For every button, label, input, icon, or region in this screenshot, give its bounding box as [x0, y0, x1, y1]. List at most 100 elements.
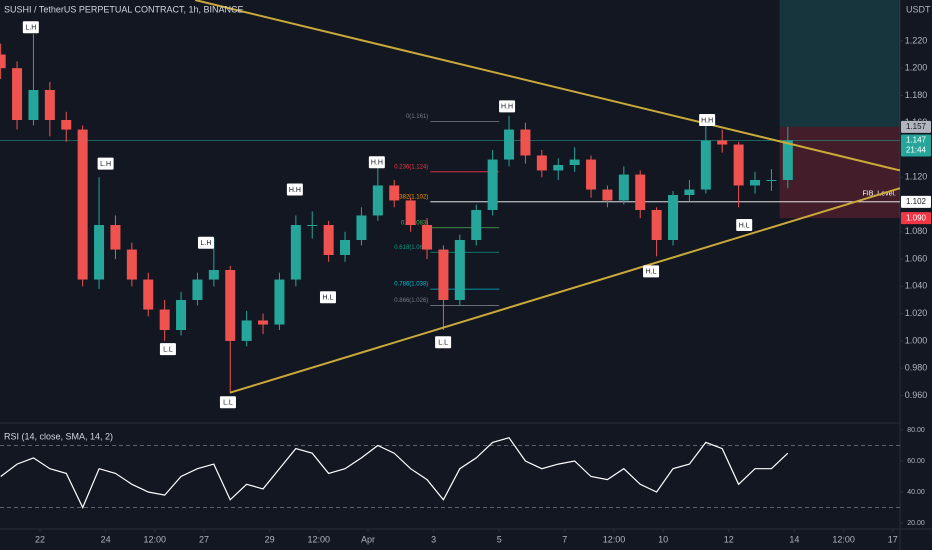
annotation-box — [219, 396, 236, 409]
candle-body — [290, 225, 301, 280]
y-tick-label: 1.020 — [905, 308, 928, 318]
trendline — [194, 0, 901, 172]
candle-body — [553, 165, 564, 171]
candle-body — [668, 195, 679, 240]
x-tick-label: 22 — [35, 534, 45, 544]
chart-title: SUSHI / TetherUS PERPETUAL CONTRACT, 1h,… — [4, 4, 244, 14]
candle-body — [28, 90, 39, 120]
position-stop-zone — [779, 126, 900, 219]
candle-body — [504, 129, 515, 160]
annotation: H.H — [701, 117, 713, 124]
candle-body — [372, 185, 383, 216]
candle-body — [602, 189, 613, 201]
candle-body — [422, 225, 433, 250]
candle-body — [733, 144, 744, 186]
candle-body — [159, 309, 170, 330]
candle-body — [110, 225, 121, 250]
rsi-tick-label: 40.00 — [907, 489, 925, 496]
candle-body — [389, 185, 400, 201]
annotation: H.H — [371, 160, 383, 167]
annotation-box — [368, 156, 385, 169]
rsi-tick-label: 20.00 — [907, 520, 925, 527]
annotation: H.H — [289, 187, 301, 194]
y-tick-label: 0.960 — [905, 390, 928, 400]
axis-unit: USDT — [906, 4, 931, 14]
annotation: L.L — [438, 340, 448, 347]
annotation-box — [319, 291, 336, 304]
candle-body — [94, 225, 105, 280]
annotation-box — [435, 336, 452, 349]
annotation-box — [736, 219, 753, 231]
candle-body — [454, 240, 465, 300]
price-tag-label: 1.147 — [906, 136, 927, 145]
candle-body — [258, 320, 269, 325]
annotation: L.L — [223, 400, 233, 407]
x-tick-label: 29 — [265, 534, 275, 544]
candle-body — [405, 200, 416, 225]
x-tick-label: Apr — [361, 534, 375, 544]
x-tick-label: 27 — [199, 534, 209, 544]
candle-body — [12, 68, 23, 120]
price-tag — [901, 195, 931, 208]
y-tick-label: 1.120 — [905, 172, 928, 182]
candle-body — [143, 279, 154, 310]
annotation: H.L — [739, 222, 750, 229]
candle-body — [438, 249, 449, 300]
annotation-box — [97, 157, 114, 170]
candle-body — [536, 155, 547, 171]
fib-label: 0.382(1.102) — [394, 194, 428, 200]
candle-body — [192, 279, 203, 300]
price-tag — [901, 134, 931, 157]
y-tick-label: 1.060 — [905, 253, 928, 263]
rsi-tick-label: 80.00 — [907, 427, 925, 434]
candle-body — [126, 249, 137, 280]
candle-body — [61, 120, 72, 130]
annotation: L.H — [100, 161, 111, 168]
x-tick-label: 5 — [497, 534, 502, 544]
annotation: L.L — [163, 346, 173, 353]
candle-body — [766, 180, 777, 181]
x-tick-label: 17 — [888, 534, 898, 544]
annotation: H.L — [646, 269, 657, 276]
price-tag-label: 1.102 — [906, 197, 927, 206]
candle-body — [176, 300, 187, 330]
x-tick-label: 12:00 — [832, 534, 855, 544]
y-tick-label: 1.200 — [905, 63, 928, 73]
x-tick-label: 3 — [431, 534, 436, 544]
x-tick-label: 12:00 — [603, 534, 626, 544]
annotation-box — [286, 183, 303, 196]
y-tick-label: 1.080 — [905, 226, 928, 236]
x-tick-label: 12:00 — [144, 534, 167, 544]
fib-label: 0.618(1.065) — [394, 245, 428, 251]
position-target-zone — [779, 0, 900, 127]
candle-body — [684, 189, 695, 195]
candle-body — [569, 159, 580, 165]
x-tick-label: 7 — [562, 534, 567, 544]
candle-body — [208, 270, 219, 280]
price-tag-sublabel: 21:44 — [906, 146, 927, 155]
annotation: H.L — [323, 295, 334, 302]
fib-label: 0.786(1.038) — [394, 282, 428, 288]
candle-body — [44, 90, 55, 120]
fib-label: 0.236(1.124) — [394, 164, 428, 170]
candle-body — [77, 129, 88, 280]
annotation-box — [643, 265, 660, 278]
y-tick-label: 1.040 — [905, 281, 928, 291]
y-tick-label: 0.980 — [905, 363, 928, 373]
fib-label: 0.866(1.026) — [394, 298, 428, 304]
candle-body — [717, 140, 728, 145]
trendline — [229, 187, 901, 394]
candle-body — [700, 140, 711, 190]
candle-body — [356, 215, 367, 240]
candle-body — [651, 210, 662, 240]
price-tag — [901, 212, 931, 225]
fib-label: 0(1.161) — [406, 114, 428, 120]
candle-body — [618, 174, 629, 201]
rsi-line — [0, 437, 789, 509]
candle-body — [520, 129, 531, 156]
annotation: L.H — [25, 25, 36, 32]
candle-body — [782, 140, 793, 180]
